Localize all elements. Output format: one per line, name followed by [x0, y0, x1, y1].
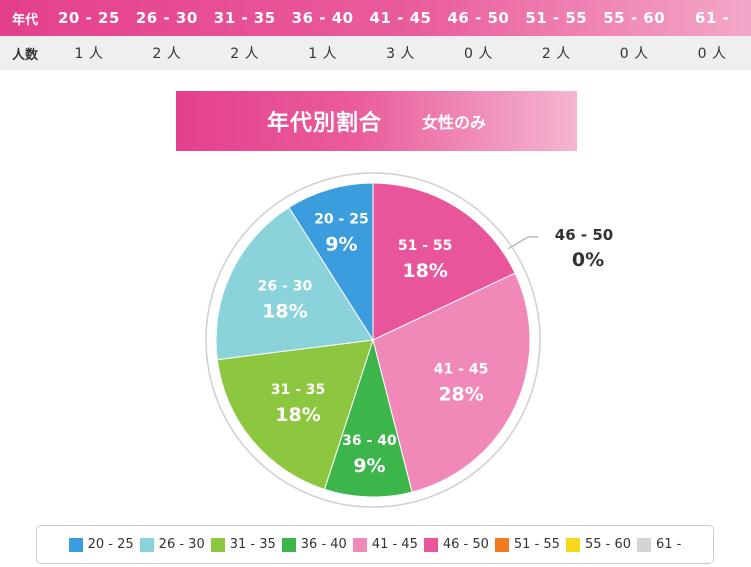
age-header-cell: 26 - 30 [135, 9, 198, 27]
count-cell: 0 人 [463, 46, 493, 62]
pie-slice [372, 182, 516, 341]
pie-slice [215, 206, 374, 361]
legend-item: 46 - 50 [423, 537, 489, 552]
legend-swatch [423, 537, 438, 552]
age-table: 年代 20 - 25 26 - 30 31 - 35 36 - 40 41 - 45 46… [0, 0, 751, 70]
chart-title-box: 年代別割合 女性のみ [176, 91, 577, 151]
age-header-cell: 41 - 45 [369, 9, 432, 27]
count-label: 人数 [11, 47, 38, 63]
pie-slice [288, 182, 374, 342]
count-cell: 1 人 [308, 46, 338, 62]
count-cell: 0 人 [697, 46, 727, 62]
age-header-cell: 20 - 25 [57, 9, 120, 27]
count-cell: 3 人 [386, 46, 415, 62]
legend-swatch [637, 537, 651, 552]
count-cells: 1 人 2 人 2 人 1 人 3 人 0 人 2 人 0 人 0 人 [50, 43, 751, 63]
age-header-cells: 20 - 25 26 - 30 31 - 35 36 - 40 41 - 45 46 - … [50, 9, 751, 27]
chart-legend: 20 - 25 26 - 30 31 - 35 36 - 40 41 - 45 46 - … [36, 525, 714, 564]
pie-slice [323, 338, 413, 498]
legend-label: 46 - 50 [442, 537, 489, 552]
legend-item: 51 - 55 [494, 537, 560, 552]
legend-label: 61 - [656, 537, 682, 552]
callout-line [507, 236, 539, 250]
slice-percent: 18% [262, 301, 307, 323]
count-cell: 2 人 [230, 46, 260, 62]
callout-percent: 0% [572, 249, 604, 271]
slice-percent: 28% [438, 383, 483, 405]
legend-swatch [281, 537, 296, 552]
legend-swatch [352, 537, 367, 552]
legend-item: 20 - 25 [68, 537, 134, 552]
legend-label: 36 - 40 [300, 537, 347, 552]
legend-swatch [210, 537, 225, 552]
legend-item: 41 - 45 [352, 537, 418, 552]
slice-label: 20 - 25 [314, 211, 369, 227]
count-cell: 2 人 [152, 46, 182, 62]
slice-label: 31 - 35 [271, 382, 326, 398]
legend-label: 51 - 55 [513, 537, 560, 552]
legend-swatch [565, 537, 580, 552]
legend-item: 61 - [637, 537, 681, 552]
age-header-cell: 61 - [694, 9, 730, 27]
slice-label: 36 - 40 [342, 433, 397, 449]
slice-percent: 18% [275, 404, 320, 426]
legend-item: 36 - 40 [281, 537, 347, 552]
callout-label: 46 - 50 [555, 226, 613, 244]
legend-item: 55 - 60 [565, 537, 631, 552]
legend-swatch [68, 537, 83, 552]
legend-item: 26 - 30 [139, 537, 205, 552]
age-header-cell: 36 - 40 [291, 9, 354, 27]
count-cell: 2 人 [541, 46, 571, 62]
age-header-cell: 51 - 55 [525, 9, 588, 27]
age-header-cell: 55 - 60 [603, 9, 666, 27]
count-cell: 1 人 [74, 46, 104, 62]
legend-swatch [139, 537, 154, 552]
legend-label: 41 - 45 [371, 537, 418, 552]
age-header-row: 年代 20 - 25 26 - 30 31 - 35 36 - 40 41 - 45 46… [0, 0, 751, 36]
legend-label: 55 - 60 [584, 537, 631, 552]
slice-percent: 9% [353, 455, 385, 477]
legend-swatch [494, 537, 509, 552]
chart-title: 年代別割合 [266, 111, 382, 136]
age-header-cell: 46 - 50 [447, 9, 510, 27]
legend-label: 26 - 30 [158, 537, 205, 552]
slice-label: 41 - 45 [434, 361, 489, 377]
legend-item: 31 - 35 [210, 537, 276, 552]
slice-label: 51 - 55 [398, 238, 453, 254]
slice-percent: 9% [325, 233, 357, 255]
slice-label: 26 - 30 [258, 279, 313, 295]
pie-slice [372, 272, 531, 493]
chart-subtitle: 女性のみ [422, 113, 487, 132]
legend-label: 20 - 25 [87, 537, 134, 552]
count-row: 人数 1 人 2 人 2 人 1 人 3 人 0 人 2 人 0 人 0 人 [0, 36, 751, 70]
age-header-cell: 31 - 35 [213, 9, 276, 27]
slice-percent: 18% [402, 260, 447, 282]
legend-label: 31 - 35 [229, 537, 276, 552]
age-header-label: 年代 [11, 12, 38, 28]
pie-slice [216, 339, 374, 490]
count-cell: 0 人 [619, 46, 649, 62]
